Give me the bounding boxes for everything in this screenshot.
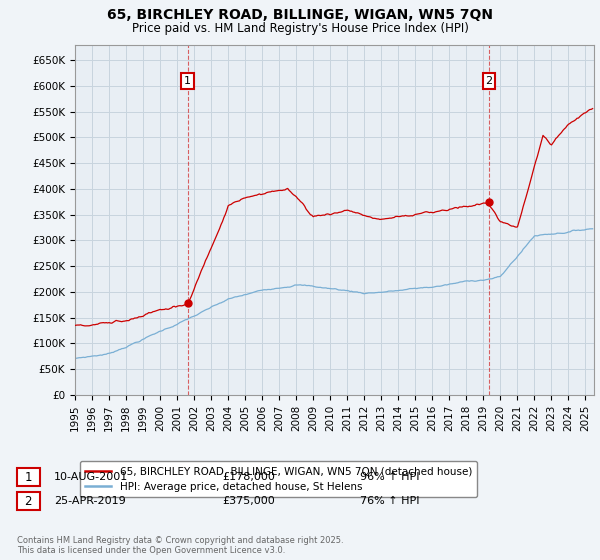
- Legend: 65, BIRCHLEY ROAD, BILLINGE, WIGAN, WN5 7QN (detached house), HPI: Average price: 65, BIRCHLEY ROAD, BILLINGE, WIGAN, WN5 …: [80, 461, 478, 497]
- Text: 65, BIRCHLEY ROAD, BILLINGE, WIGAN, WN5 7QN: 65, BIRCHLEY ROAD, BILLINGE, WIGAN, WN5 …: [107, 8, 493, 22]
- Text: Price paid vs. HM Land Registry's House Price Index (HPI): Price paid vs. HM Land Registry's House …: [131, 22, 469, 35]
- Text: 2: 2: [485, 76, 493, 86]
- Text: 76% ↑ HPI: 76% ↑ HPI: [360, 496, 419, 506]
- Text: 10-AUG-2001: 10-AUG-2001: [54, 472, 128, 482]
- Text: 25-APR-2019: 25-APR-2019: [54, 496, 126, 506]
- Text: 96% ↑ HPI: 96% ↑ HPI: [360, 472, 419, 482]
- Text: 1: 1: [184, 76, 191, 86]
- Text: £178,000: £178,000: [222, 472, 275, 482]
- Text: Contains HM Land Registry data © Crown copyright and database right 2025.
This d: Contains HM Land Registry data © Crown c…: [17, 536, 343, 555]
- Text: 1: 1: [25, 470, 32, 484]
- Text: 2: 2: [25, 494, 32, 508]
- Text: £375,000: £375,000: [222, 496, 275, 506]
